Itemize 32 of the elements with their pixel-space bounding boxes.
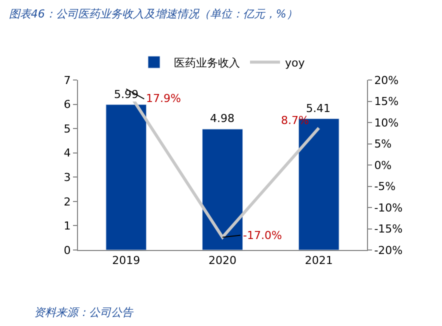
y2-tick-label: 15% (374, 95, 399, 108)
y-tick-label: 3 (64, 170, 71, 184)
y2-tick-label: 10% (374, 116, 399, 130)
text: 资料来源：公司公告 (34, 306, 134, 319)
y2-tick-label: 0% (374, 158, 392, 172)
y2-tick-label: -10% (374, 201, 403, 214)
y-tick-label: 0 (64, 244, 71, 257)
y-tick-label: 1 (64, 220, 71, 233)
legend-label: yoy (285, 56, 306, 70)
y2-tick-label: -5% (374, 180, 396, 194)
data-label: 17.9% (146, 92, 181, 105)
data-label: 8.7% (281, 114, 309, 127)
x-tick-label: 2021 (304, 254, 333, 268)
y2-tick-label: -15% (374, 222, 403, 236)
y-tick-label: 7 (64, 74, 71, 87)
y2-tick-label: 20% (374, 74, 399, 87)
x-tick-label: 2019 (112, 254, 140, 268)
y-tick-label: 6 (64, 98, 71, 112)
data-label: 4.98 (210, 112, 234, 125)
chart-title: 图表46：公司医药业务收入及增速情况（单位：亿元，%） (8, 7, 298, 20)
x-tick-label: 2020 (208, 254, 236, 268)
y2-tick-label: -20% (374, 244, 403, 257)
y-tick-label: 5 (64, 122, 71, 136)
bar (106, 104, 147, 250)
y2-tick-label: 5% (374, 138, 392, 151)
legend-label: 医药业务收入 (174, 56, 240, 70)
data-label: 5.41 (306, 102, 330, 115)
data-label: -17.0% (243, 229, 282, 242)
bar (202, 128, 243, 250)
y-tick-label: 4 (64, 146, 71, 160)
y-tick-label: 2 (64, 195, 71, 208)
data-label: 5.99 (114, 88, 138, 101)
